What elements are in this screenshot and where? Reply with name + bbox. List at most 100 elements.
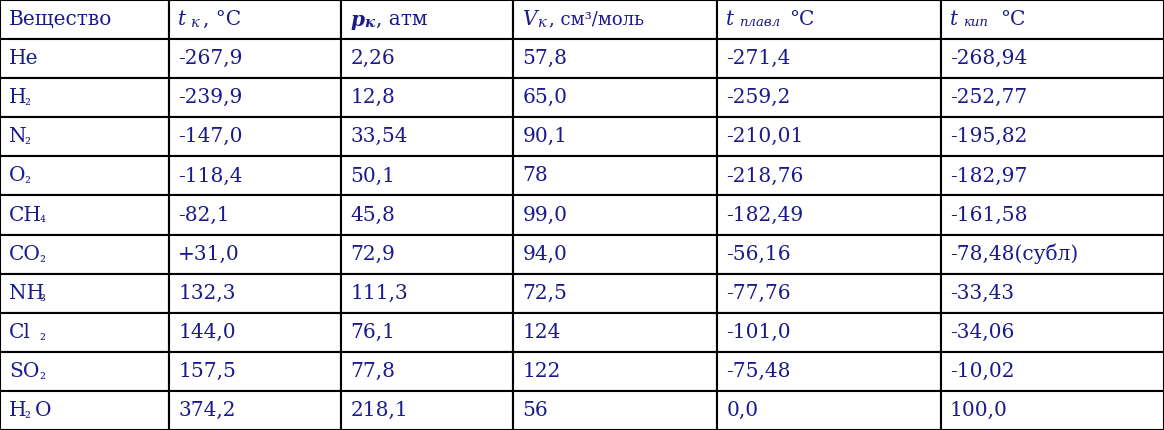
Bar	[717, 39, 941, 78]
Text: -34,06: -34,06	[950, 323, 1014, 342]
Bar	[941, 391, 1164, 430]
Bar	[0, 117, 169, 157]
Text: 2,26: 2,26	[350, 49, 395, 68]
Text: -239,9: -239,9	[178, 88, 242, 107]
Bar	[341, 117, 513, 157]
Text: 50,1: 50,1	[350, 166, 396, 185]
Text: ₂: ₂	[24, 407, 30, 421]
Bar	[0, 196, 169, 234]
Text: -267,9: -267,9	[178, 49, 242, 68]
Text: 144,0: 144,0	[178, 323, 236, 342]
Text: °C: °C	[789, 10, 815, 29]
Text: CH: CH	[9, 206, 42, 224]
Bar	[513, 0, 717, 39]
Bar	[341, 273, 513, 313]
Text: -271,4: -271,4	[726, 49, 790, 68]
Text: 157,5: 157,5	[178, 362, 236, 381]
Bar	[169, 117, 341, 157]
Text: °C: °C	[1000, 10, 1025, 29]
Bar	[513, 352, 717, 391]
Text: -78,48(субл): -78,48(субл)	[950, 244, 1078, 264]
Text: 90,1: 90,1	[523, 127, 568, 146]
Bar	[513, 273, 717, 313]
Text: -182,49: -182,49	[726, 206, 803, 224]
Text: -82,1: -82,1	[178, 206, 229, 224]
Text: t: t	[178, 10, 186, 29]
Text: 94,0: 94,0	[523, 245, 568, 264]
Bar	[169, 196, 341, 234]
Bar	[341, 0, 513, 39]
Bar	[169, 273, 341, 313]
Text: Cl: Cl	[9, 323, 31, 342]
Bar	[941, 157, 1164, 196]
Text: -268,94: -268,94	[950, 49, 1027, 68]
Bar	[0, 313, 169, 352]
Bar	[513, 391, 717, 430]
Text: O: O	[35, 401, 51, 420]
Text: t: t	[950, 10, 958, 29]
Text: -77,76: -77,76	[726, 284, 792, 303]
Text: Вещество: Вещество	[9, 10, 113, 29]
Bar	[717, 117, 941, 157]
Text: -10,02: -10,02	[950, 362, 1014, 381]
Bar	[717, 234, 941, 273]
Bar	[717, 196, 941, 234]
Text: -56,16: -56,16	[726, 245, 792, 264]
Text: -182,97: -182,97	[950, 166, 1027, 185]
Bar	[513, 78, 717, 117]
Bar	[341, 391, 513, 430]
Text: 56: 56	[523, 401, 548, 420]
Bar	[941, 117, 1164, 157]
Text: плавл: плавл	[739, 16, 780, 30]
Bar	[0, 352, 169, 391]
Text: 374,2: 374,2	[178, 401, 235, 420]
Text: , атм: , атм	[376, 10, 427, 29]
Text: -259,2: -259,2	[726, 88, 790, 107]
Bar	[941, 313, 1164, 352]
Bar	[717, 391, 941, 430]
Text: 12,8: 12,8	[350, 88, 396, 107]
Text: ₃: ₃	[40, 290, 45, 304]
Text: -33,43: -33,43	[950, 284, 1014, 303]
Text: V: V	[523, 10, 537, 29]
Text: ₂: ₂	[24, 172, 30, 186]
Text: H: H	[9, 401, 27, 420]
Bar	[941, 78, 1164, 117]
Bar	[513, 39, 717, 78]
Text: , °C: , °C	[203, 10, 241, 29]
Bar	[0, 78, 169, 117]
Bar	[941, 352, 1164, 391]
Bar	[717, 0, 941, 39]
Bar	[169, 313, 341, 352]
Text: 65,0: 65,0	[523, 88, 568, 107]
Bar	[341, 313, 513, 352]
Bar	[513, 234, 717, 273]
Bar	[341, 39, 513, 78]
Text: 72,9: 72,9	[350, 245, 396, 264]
Text: -147,0: -147,0	[178, 127, 242, 146]
Text: N: N	[9, 127, 27, 146]
Bar	[341, 352, 513, 391]
Bar	[941, 39, 1164, 78]
Text: к: к	[364, 16, 374, 30]
Bar	[717, 273, 941, 313]
Text: -75,48: -75,48	[726, 362, 790, 381]
Text: -101,0: -101,0	[726, 323, 792, 342]
Bar	[513, 117, 717, 157]
Text: 0,0: 0,0	[726, 401, 759, 420]
Text: He: He	[9, 49, 38, 68]
Bar	[717, 78, 941, 117]
Text: O: O	[9, 166, 26, 185]
Bar	[0, 0, 169, 39]
Bar	[941, 234, 1164, 273]
Bar	[941, 196, 1164, 234]
Text: ₄: ₄	[40, 212, 45, 225]
Text: +31,0: +31,0	[178, 245, 240, 264]
Text: ₂: ₂	[40, 251, 45, 264]
Bar	[169, 234, 341, 273]
Text: 111,3: 111,3	[350, 284, 409, 303]
Text: 45,8: 45,8	[350, 206, 396, 224]
Text: NH: NH	[9, 284, 44, 303]
Text: , см³/моль: , см³/моль	[549, 11, 645, 28]
Bar	[0, 391, 169, 430]
